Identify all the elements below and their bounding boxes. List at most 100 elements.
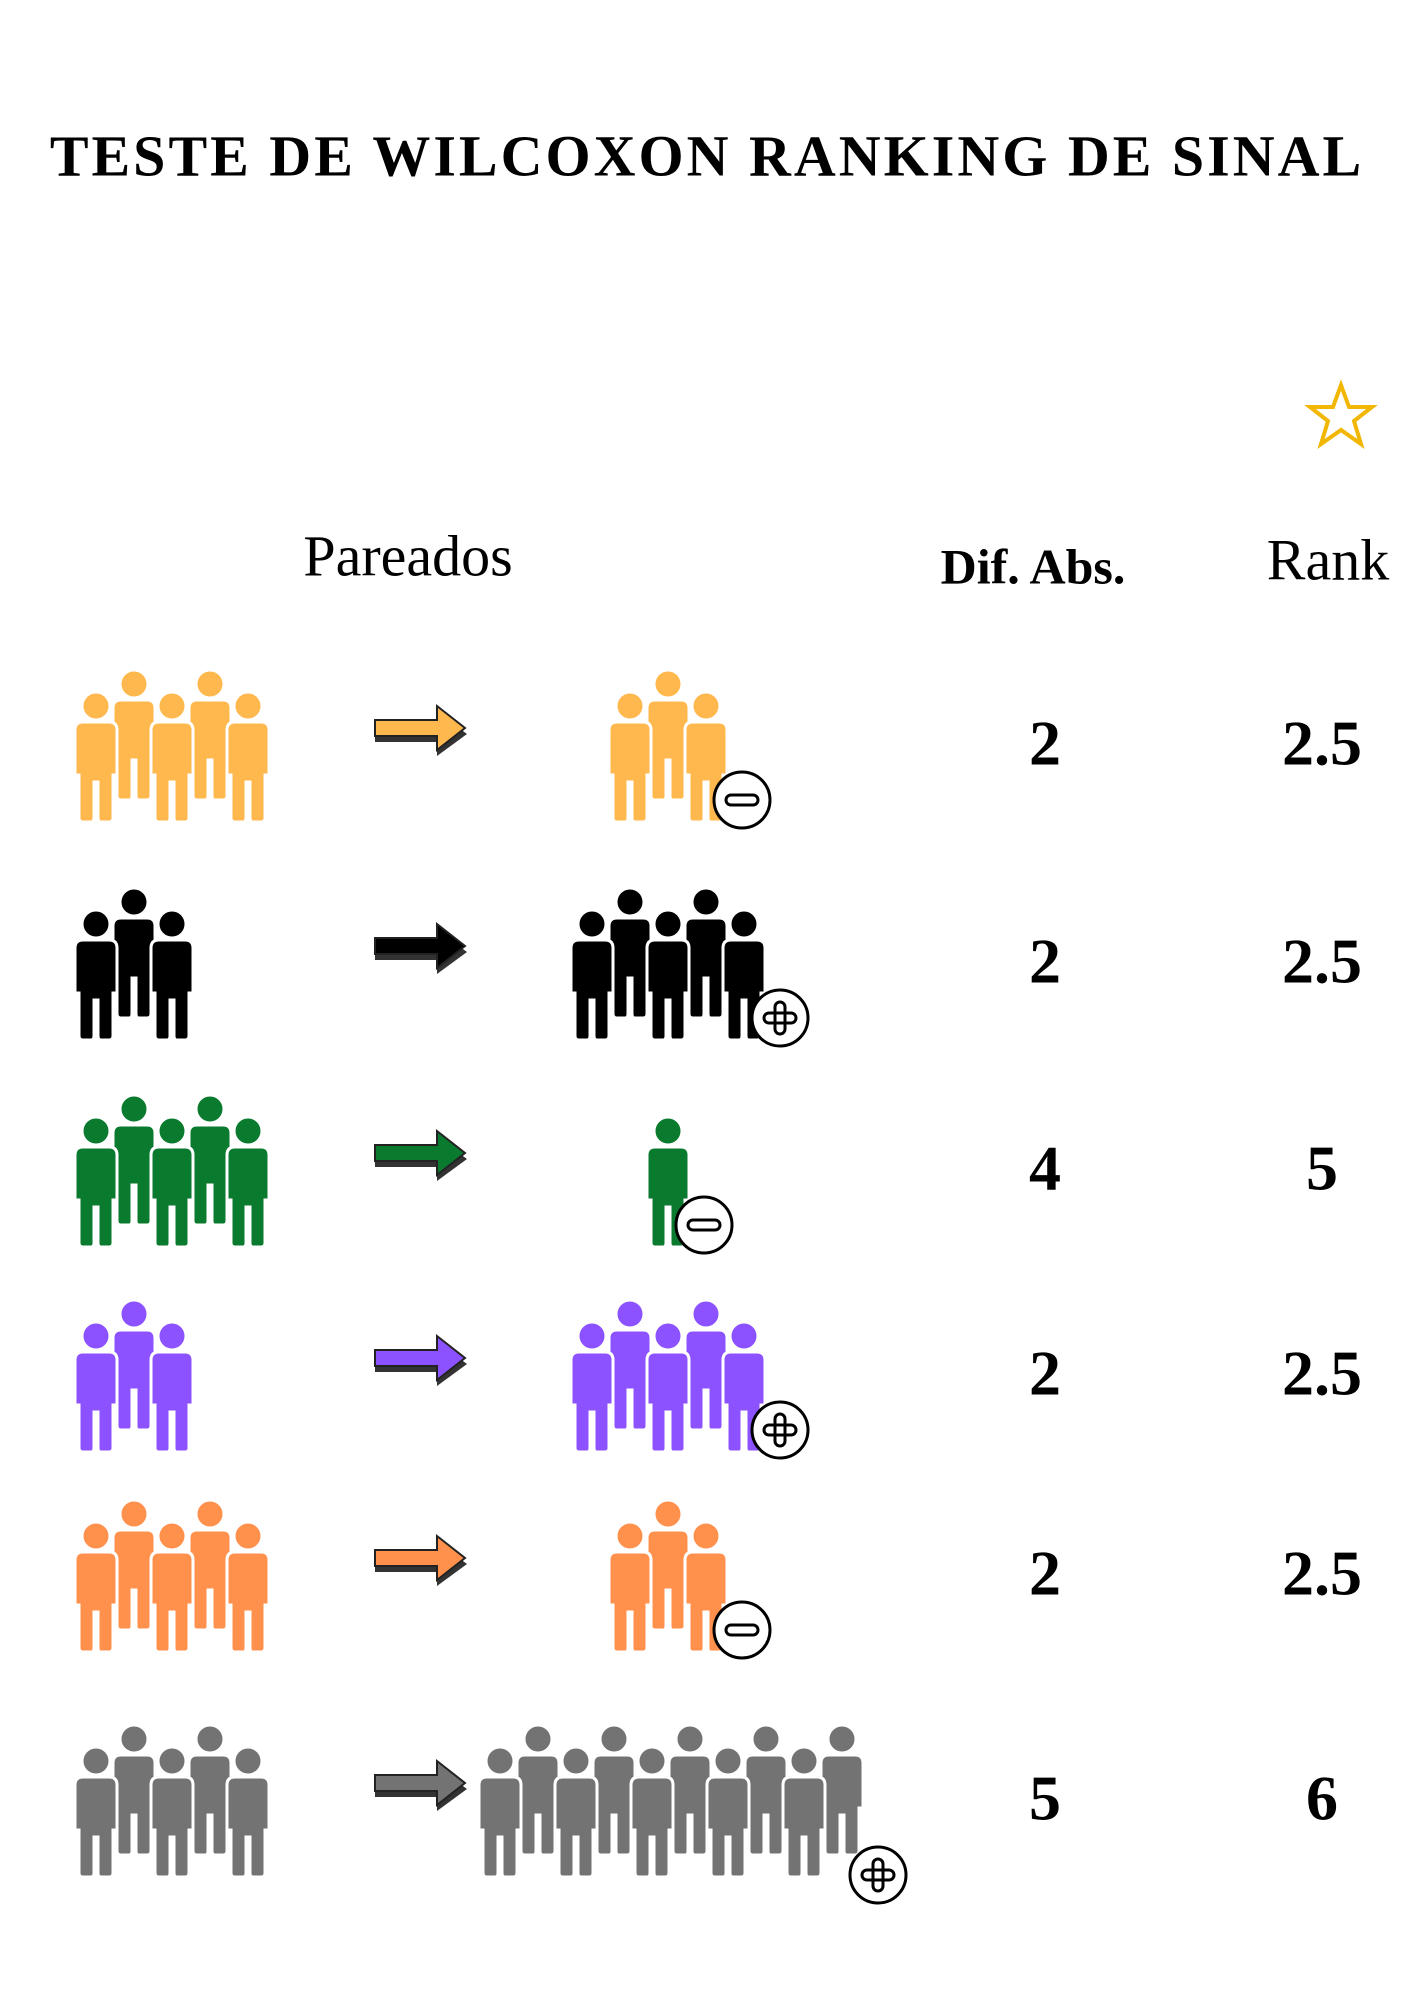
person-body — [477, 1775, 523, 1879]
sign-circle — [712, 770, 772, 830]
person-head — [728, 1320, 760, 1352]
sign-circle — [712, 1600, 772, 1660]
person-body — [111, 698, 157, 802]
diff-value: 2 — [1029, 1338, 1061, 1409]
person-icon — [73, 908, 119, 1042]
person-body — [607, 1550, 653, 1654]
person-body — [607, 916, 653, 1020]
person-head — [232, 1745, 264, 1777]
person-icon — [187, 668, 233, 802]
person-head — [80, 690, 112, 722]
person-head — [194, 1093, 226, 1125]
diff-value: 2 — [1029, 708, 1061, 779]
sign-bar — [860, 1868, 896, 1882]
header-pairs: Pareados — [303, 523, 512, 588]
person-head — [118, 1723, 150, 1755]
person-head — [232, 1115, 264, 1147]
person-icon — [111, 1723, 157, 1857]
person-head — [232, 1520, 264, 1552]
person-icon — [73, 690, 119, 824]
person-body — [645, 938, 691, 1042]
person-body — [73, 1350, 119, 1454]
title: TESTE DE WILCOXON RANKING DE SINAL — [50, 123, 1364, 188]
arrow — [374, 1128, 467, 1181]
person-icon — [149, 690, 195, 824]
person-body — [781, 1775, 827, 1879]
person-body — [73, 938, 119, 1042]
person-head — [156, 1745, 188, 1777]
people-group — [569, 1298, 767, 1454]
person-head — [118, 1093, 150, 1125]
arrow-body — [374, 1533, 467, 1583]
sign-circle — [674, 1195, 734, 1255]
person-body — [705, 1775, 751, 1879]
sign-circle — [750, 1400, 810, 1460]
person-icon — [607, 1298, 653, 1432]
person-body — [187, 1753, 233, 1857]
person-head — [80, 1745, 112, 1777]
person-head — [652, 1320, 684, 1352]
person-icon — [225, 1520, 271, 1654]
person-icon — [149, 1520, 195, 1654]
person-icon — [629, 1745, 675, 1879]
people-group — [73, 1498, 271, 1654]
person-head — [826, 1723, 858, 1755]
person-icon — [225, 1115, 271, 1249]
person-icon — [645, 1320, 691, 1454]
person-icon — [149, 1320, 195, 1454]
person-head — [576, 1320, 608, 1352]
person-head — [156, 1115, 188, 1147]
rank-value: 2.5 — [1282, 708, 1362, 779]
rank-value: 6 — [1306, 1763, 1338, 1834]
person-icon — [73, 1115, 119, 1249]
sign-icon — [712, 770, 772, 830]
diff-value: 2 — [1029, 926, 1061, 997]
star-icon — [1304, 379, 1378, 449]
person-body — [149, 720, 195, 824]
person-body — [819, 1753, 865, 1857]
person-icon — [149, 908, 195, 1042]
person-icon — [743, 1723, 789, 1857]
person-body — [683, 916, 729, 1020]
person-body — [683, 1328, 729, 1432]
sign-bar — [724, 1623, 760, 1637]
person-icon — [569, 908, 615, 1042]
person-body — [645, 698, 691, 802]
person-body — [645, 1350, 691, 1454]
rank-value: 2.5 — [1282, 1538, 1362, 1609]
person-head — [690, 690, 722, 722]
person-icon — [477, 1745, 523, 1879]
person-icon — [569, 1320, 615, 1454]
person-head — [788, 1745, 820, 1777]
arrow — [374, 1333, 467, 1386]
person-head — [194, 1723, 226, 1755]
person-icon — [111, 1298, 157, 1432]
diff-value: 4 — [1029, 1133, 1061, 1204]
person-icon — [607, 690, 653, 824]
person-icon — [607, 886, 653, 1020]
person-body — [569, 938, 615, 1042]
person-icon — [645, 908, 691, 1042]
sign-bar-vertical — [773, 1000, 787, 1036]
person-body — [645, 1528, 691, 1632]
arrow — [374, 1533, 467, 1586]
arrow — [374, 1758, 467, 1811]
person-head — [652, 1115, 684, 1147]
person-head — [690, 886, 722, 918]
rank-value: 5 — [1306, 1133, 1338, 1204]
person-head — [652, 908, 684, 940]
person-body — [111, 916, 157, 1020]
person-icon — [73, 1320, 119, 1454]
sign-bar — [762, 1423, 798, 1437]
person-body — [607, 720, 653, 824]
sign-icon — [750, 1400, 810, 1460]
person-icon — [187, 1093, 233, 1227]
people-group — [607, 668, 729, 824]
diff-value: 2 — [1029, 1538, 1061, 1609]
people-group — [73, 668, 271, 824]
person-icon — [111, 1498, 157, 1632]
person-head — [576, 908, 608, 940]
people-group — [607, 1498, 729, 1654]
person-icon — [667, 1723, 713, 1857]
